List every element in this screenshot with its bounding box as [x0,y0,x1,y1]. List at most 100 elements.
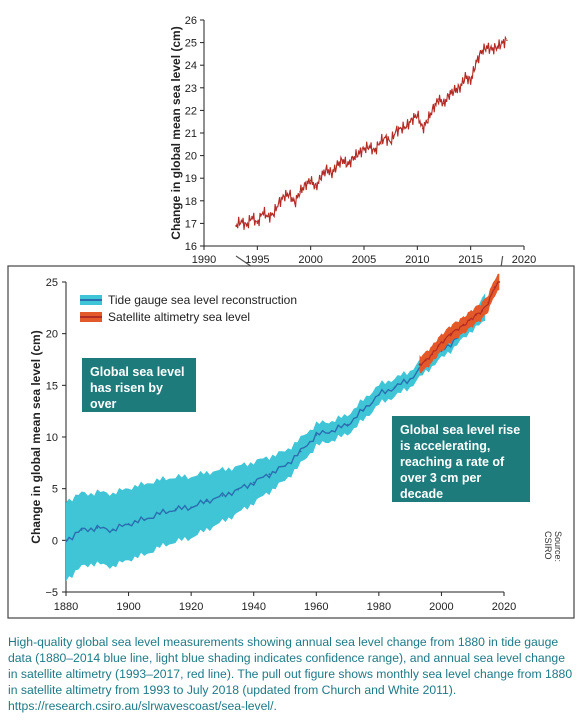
tide-gauge-confidence-band [66,293,486,582]
tide-gauge-point [268,473,271,476]
inset-satellite-point [395,130,397,132]
callout-left-line-1: Global sea level [90,365,185,379]
main-y-tick-label: 25 [46,277,58,289]
legend-label-satellite: Satellite altimetry sea level [108,310,250,324]
inset-satellite-point [411,118,413,121]
satellite-point [431,353,433,356]
legend-item-tide-gauge: Tide gauge sea level reconstruction [80,293,297,307]
main-x-tick-label: 1940 [241,601,265,613]
inset-satellite-point [443,102,445,105]
main-y-axis-label: Change in global mean sea level (cm) [29,330,43,543]
satellite-point [487,301,490,304]
main-y-tick-label: 10 [46,432,58,444]
inset-satellite-point [235,224,237,227]
inset-y-tick-label: 16 [185,241,197,253]
main-x-tick-label: 2000 [429,601,453,613]
inset-satellite-point [464,75,467,78]
satellite-point [481,310,483,312]
tide-gauge-point [112,529,114,531]
callout-right-line-4: over 3 cm per decade [400,471,482,501]
satellite-point [424,359,427,362]
inset-satellite-point [400,127,403,130]
main-x-tick-label: 1980 [367,601,391,613]
callout-accelerating: Global sea level rise is accelerating, r… [392,416,530,517]
satellite-point [493,286,496,289]
satellite-point [498,281,501,283]
inset-satellite-point [506,39,508,42]
inset-satellite-point [283,195,285,197]
inset-satellite-point [363,148,365,150]
inset-satellite-point [437,98,440,100]
inset-satellite-point [309,179,312,182]
tide-gauge-point [440,350,443,353]
tide-gauge-point [221,495,224,497]
main-y-tick-label: 15 [46,380,58,392]
inset-satellite-point [501,41,504,44]
main-x-tick-label: 1960 [304,601,328,613]
inset-satellite-point [320,175,323,177]
tide-gauge-point [143,518,146,521]
satellite-point [456,328,458,331]
inset-y-tick-label: 26 [185,15,197,27]
inset-satellite-line [235,35,507,230]
inset-satellite-point [405,125,408,127]
tide-gauge-point [377,393,380,396]
main-x-tick-label: 1880 [54,601,78,613]
main-chart: −5 0 5 10 15 20 25 1880 1900 1920 1940 1960 1980 2000… [29,273,516,613]
figure-caption: High-quality global sea level measuremen… [8,635,573,713]
satellite-point [468,319,471,322]
main-y-tick-label: 20 [46,329,58,341]
chart-legend: Tide gauge sea level reconstruction Sate… [80,293,297,324]
inset-satellite-point [448,93,451,96]
satellite-line [419,281,500,367]
callout-right-line-5: in recent decades. [400,503,510,517]
inset-satellite-point [352,157,355,159]
inset-y-tick-label: 19 [185,173,197,185]
inset-satellite-point [491,48,493,51]
inset-satellite-point [336,163,339,166]
inset-satellite-point [341,159,344,161]
inset-satellite-point [427,118,429,121]
inset-satellite-point [299,191,301,193]
inset-y-tick-label: 25 [185,38,197,50]
inset-x-tick-label: 2015 [458,254,482,266]
callout-right-line-1: Global sea level rise [400,423,521,437]
satellite-point [474,314,477,316]
main-x-tick-label: 2020 [492,601,516,613]
tide-gauge-point [252,481,255,484]
tide-gauge-point [346,423,349,426]
inset-satellite-point [475,62,477,64]
legend-item-satellite: Satellite altimetry sea level [80,310,250,324]
inset-y-tick-label: 24 [185,60,197,72]
satellite-point [449,332,452,335]
tide-gauge-point [80,529,83,531]
inset-y-tick-label: 20 [185,151,197,163]
tide-gauge-point [127,522,130,525]
callout-risen-20cm: Global sea level has risen by over 20 cm… [82,358,196,443]
inset-satellite-point [347,163,349,166]
inset-satellite-point [277,202,280,204]
callout-right-line-2: is accelerating, [400,439,491,453]
legend-label-tide-gauge: Tide gauge sea level reconstruction [108,293,297,307]
inset-y-tick-label: 23 [185,83,197,95]
tide-gauge-point [362,409,365,412]
inset-y-tick-label: 22 [185,105,197,117]
inset-satellite-point [469,80,472,82]
tide-gauge-point [190,506,193,509]
tide-gauge-point [174,508,177,511]
tide-gauge-point [315,434,318,436]
inset-y-tick-label: 18 [185,196,197,208]
inset-satellite-point [496,46,499,48]
satellite-point [443,338,446,341]
satellite-point [462,324,465,327]
callout-left-line-3: 20 cm since 1880. [90,413,161,443]
main-x-tick-label: 1920 [179,601,203,613]
inset-satellite-point [272,213,275,216]
inset-satellite-point [293,202,296,204]
inset-satellite-point [288,193,291,195]
satellite-point [418,363,421,366]
inset-x-tick-label: 2010 [405,254,429,266]
main-y-tick-label: −5 [45,587,58,599]
inset-satellite-point [357,152,360,155]
satellite-band [419,273,500,374]
